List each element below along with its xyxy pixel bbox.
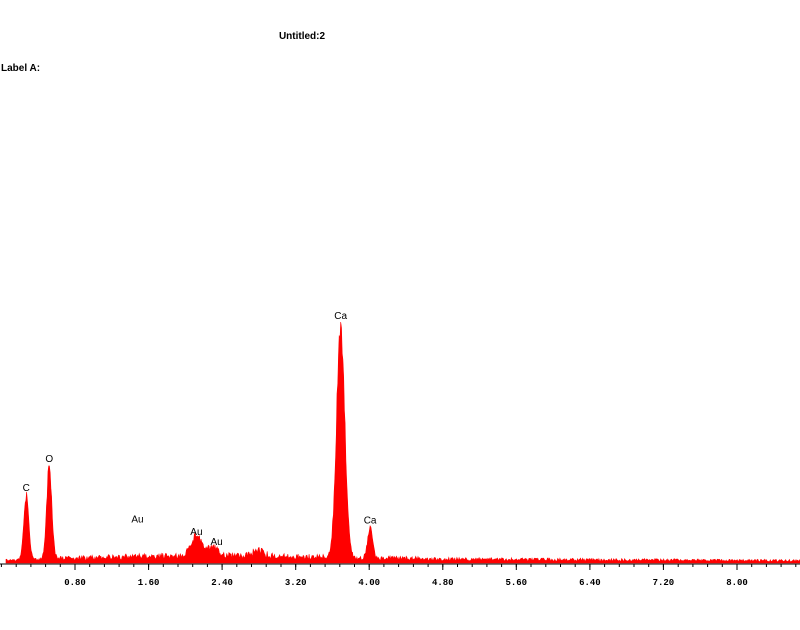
x-tick-label: 7.20 <box>653 578 675 588</box>
x-tick-label: 3.20 <box>285 578 307 588</box>
x-tick-label: 5.60 <box>505 578 527 588</box>
peak-label: Ca <box>364 515 377 526</box>
x-tick-label: 0.80 <box>64 578 86 588</box>
peak-label: O <box>45 454 53 465</box>
peak-label: Au <box>210 537 222 548</box>
peak-label: Au <box>190 527 202 538</box>
x-tick-label: 8.00 <box>726 578 748 588</box>
spectrum-layer <box>5 321 800 564</box>
x-tick-label: 2.40 <box>211 578 233 588</box>
chart-title: Untitled:2 <box>278 31 326 42</box>
spectrum-series <box>5 321 800 564</box>
peak-label: Ca <box>334 311 347 322</box>
x-tick-label: 1.60 <box>138 578 160 588</box>
x-ticks: 0.80 1.60 2.40 3.20 4.00 4.80 5.60 6.40 7.20 8.00 <box>0 564 797 588</box>
x-tick-label: 4.80 <box>432 578 454 588</box>
peak-label: Au <box>131 515 143 526</box>
label-a: Label A: <box>1 63 41 74</box>
x-tick-label: 4.00 <box>358 578 380 588</box>
x-tick-label: 6.40 <box>579 578 601 588</box>
peak-labels: C O Au Au Au Ca Ca <box>23 311 377 548</box>
peak-label: C <box>23 483 30 494</box>
